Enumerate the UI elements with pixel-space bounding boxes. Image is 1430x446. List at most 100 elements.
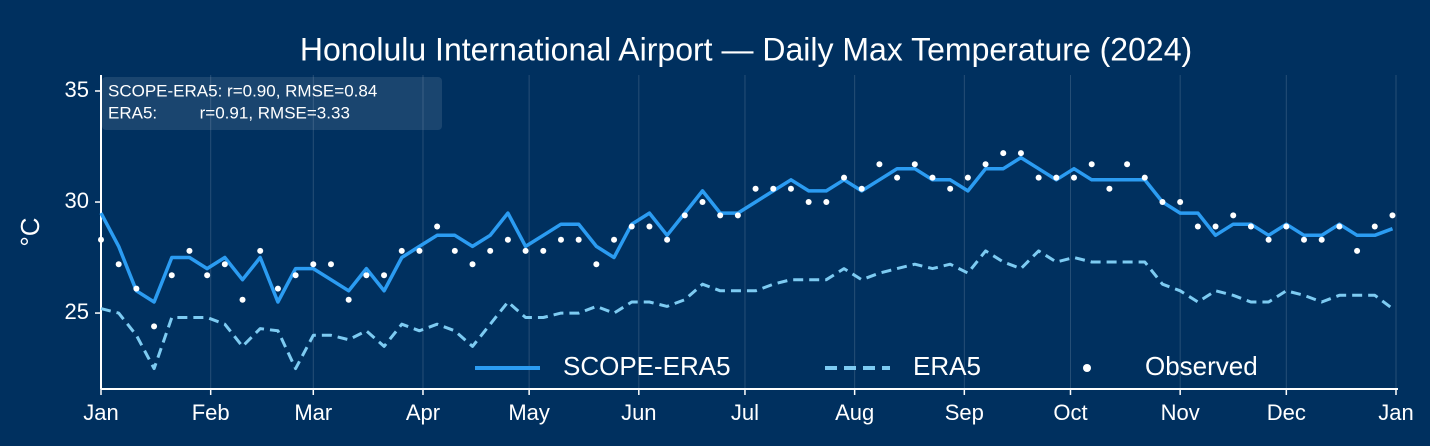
chart-title: Honolulu International Airport — Daily M…: [300, 31, 1192, 67]
observed-point: [1017, 150, 1024, 157]
x-tick-label: Mar: [294, 400, 332, 425]
legend-marker: [1083, 364, 1091, 372]
observed-point: [540, 247, 547, 254]
y-tick-label: 30: [65, 188, 89, 213]
legend-label: SCOPE-ERA5: [563, 351, 731, 381]
observed-point: [894, 174, 901, 181]
observed-point: [717, 212, 724, 219]
observed-point: [133, 285, 140, 292]
observed-point: [416, 247, 423, 254]
observed-point: [469, 261, 476, 268]
observed-point: [1318, 236, 1325, 243]
observed-point: [664, 236, 671, 243]
observed-point: [98, 236, 104, 243]
observed-point: [363, 272, 370, 279]
observed-point: [168, 272, 175, 279]
observed-point: [611, 236, 618, 243]
observed-point: [929, 174, 936, 181]
observed-point: [1212, 223, 1219, 230]
observed-point: [787, 185, 794, 192]
observed-point: [1141, 174, 1148, 181]
observed-point: [1354, 247, 1361, 254]
observed-point: [1053, 174, 1060, 181]
observed-point: [292, 272, 299, 279]
observed-point: [646, 223, 653, 230]
legend-label: ERA5: [913, 351, 981, 381]
y-tick-label: 35: [65, 77, 89, 102]
observed-point: [434, 223, 441, 230]
observed-point: [1194, 223, 1201, 230]
observed-point: [1247, 223, 1254, 230]
x-tick-label: Jul: [731, 400, 759, 425]
observed-point: [841, 174, 848, 181]
observed-point: [1124, 161, 1131, 168]
y-tick-label: 25: [65, 299, 89, 324]
observed-point: [310, 261, 317, 268]
observed-point: [1159, 199, 1166, 206]
x-tick-label: Nov: [1161, 400, 1200, 425]
observed-point: [681, 212, 688, 219]
observed-point: [858, 185, 865, 192]
annotation: ERA5: r=0.91, RMSE=3.33: [108, 103, 350, 122]
observed-point: [204, 272, 211, 279]
x-tick-label: Sep: [945, 400, 984, 425]
observed-point: [770, 185, 777, 192]
observed-point: [221, 261, 228, 268]
observed-point: [628, 223, 635, 230]
observed-point: [593, 261, 600, 268]
observed-point: [1000, 150, 1007, 157]
observed-point: [1106, 185, 1113, 192]
observed-point: [1177, 199, 1184, 206]
observed-point: [1371, 223, 1378, 230]
observed-point: [876, 161, 883, 168]
x-tick-label: Feb: [192, 400, 230, 425]
observed-point: [398, 247, 405, 254]
annotation-box: [102, 77, 442, 130]
observed-point: [487, 247, 494, 254]
observed-point: [1088, 161, 1095, 168]
observed-point: [947, 185, 954, 192]
observed-point: [257, 247, 264, 254]
observed-point: [1301, 236, 1308, 243]
observed-point: [274, 285, 281, 292]
observed-point: [451, 247, 458, 254]
x-tick-label: Apr: [406, 400, 440, 425]
observed-point: [151, 323, 158, 330]
observed-point: [115, 261, 122, 268]
observed-point: [504, 236, 511, 243]
observed-point: [1283, 223, 1290, 230]
observed-point: [699, 199, 706, 206]
observed-point: [327, 261, 334, 268]
observed-point: [381, 272, 388, 279]
legend-label: Observed: [1145, 351, 1258, 381]
observed-point: [805, 199, 812, 206]
observed-point: [982, 161, 989, 168]
observed-point: [186, 247, 193, 254]
y-axis-label: °C: [15, 217, 45, 246]
observed-point: [823, 199, 830, 206]
observed-point: [1389, 212, 1396, 219]
observed-point: [522, 247, 529, 254]
observed-point: [1071, 174, 1078, 181]
observed-point: [1336, 223, 1343, 230]
x-tick-label: Oct: [1053, 400, 1087, 425]
observed-point: [1265, 236, 1272, 243]
x-tick-label: Jan: [83, 400, 118, 425]
observed-point: [1035, 174, 1042, 181]
x-tick-label: Dec: [1267, 400, 1306, 425]
observed-point: [575, 236, 582, 243]
x-tick-label: Aug: [835, 400, 874, 425]
series-line: [100, 249, 1394, 371]
observed-point: [752, 185, 759, 192]
x-tick-label: May: [508, 400, 550, 425]
annotation: SCOPE-ERA5: r=0.90, RMSE=0.84: [108, 81, 377, 100]
observed-point: [1230, 212, 1237, 219]
observed-point: [964, 174, 971, 181]
observed-point: [734, 212, 741, 219]
x-tick-label: Jan: [1378, 400, 1413, 425]
series-line: [99, 155, 1394, 304]
observed-point: [557, 236, 564, 243]
observed-point: [345, 296, 352, 303]
observed-point: [911, 161, 918, 168]
